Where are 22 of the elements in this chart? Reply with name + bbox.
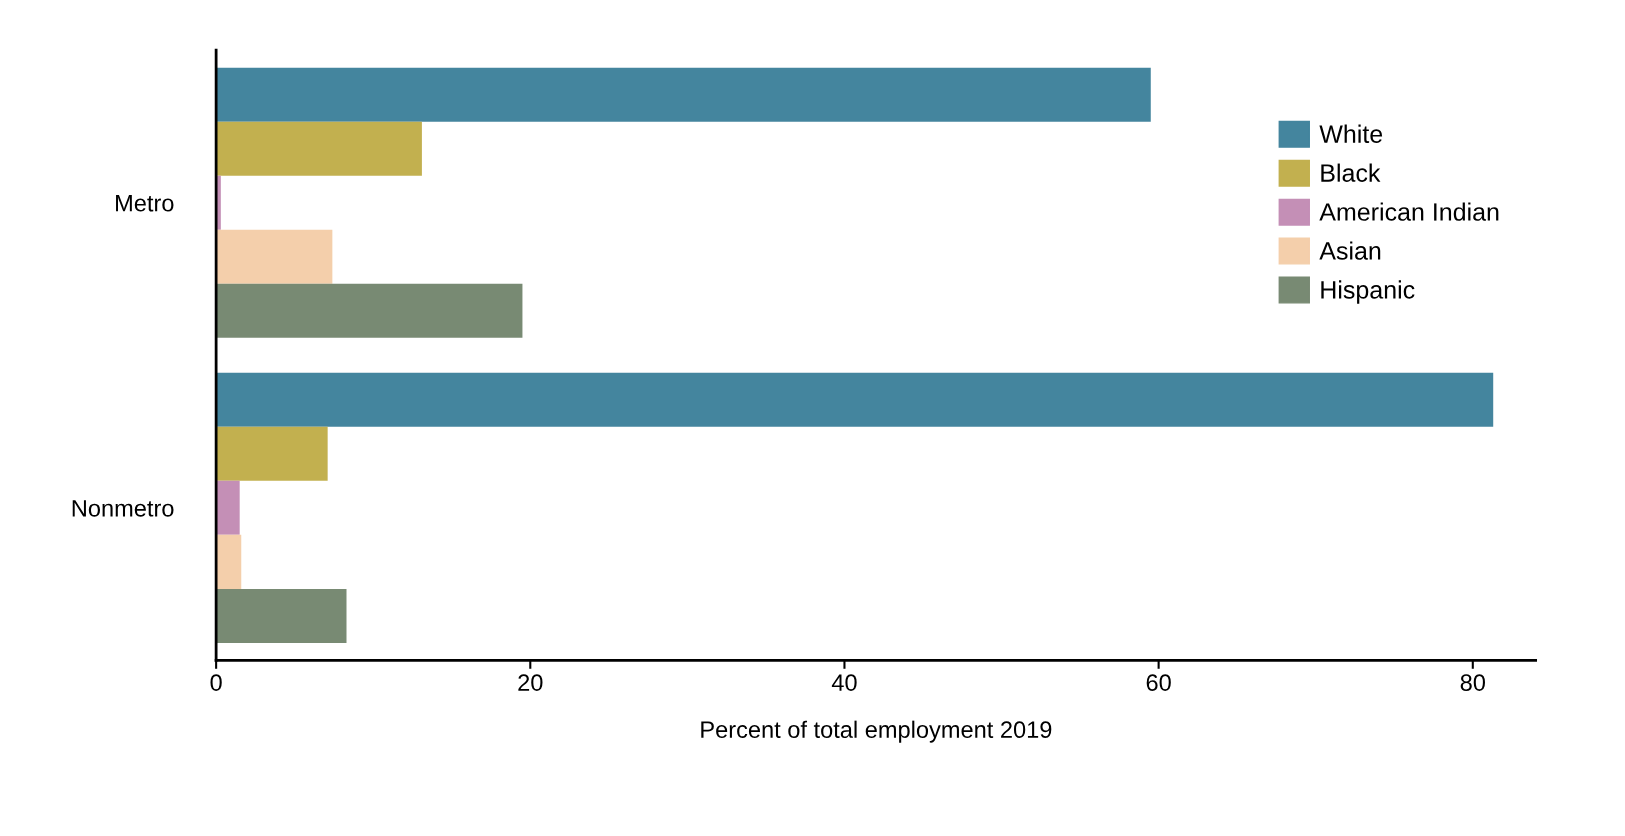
legend-label: Hispanic [1321,280,1415,304]
x-tick-label: 40 [831,674,857,691]
x-tick-label: 20 [518,674,543,691]
y-tick-label: Nonmetro [72,500,174,517]
bar [216,229,333,284]
bar [216,372,1494,427]
bar [216,534,242,589]
bar [216,121,422,176]
y-tick-label: Metro [116,195,174,212]
legend-label: Asian [1319,241,1381,260]
bar [216,480,240,535]
bar [216,426,328,481]
bar [216,67,1151,122]
legend-label: White [1319,124,1383,143]
bar [216,588,347,643]
x-tick-label: 60 [1146,674,1171,691]
x-axis-title: Percent of total employment 2019 [701,720,1052,743]
x-tick-label: 80 [1460,674,1485,691]
legend-label: American Indian [1319,202,1499,221]
x-tick-label: 0 [210,674,222,691]
bar [216,283,523,338]
legend-label: Black [1321,163,1381,182]
